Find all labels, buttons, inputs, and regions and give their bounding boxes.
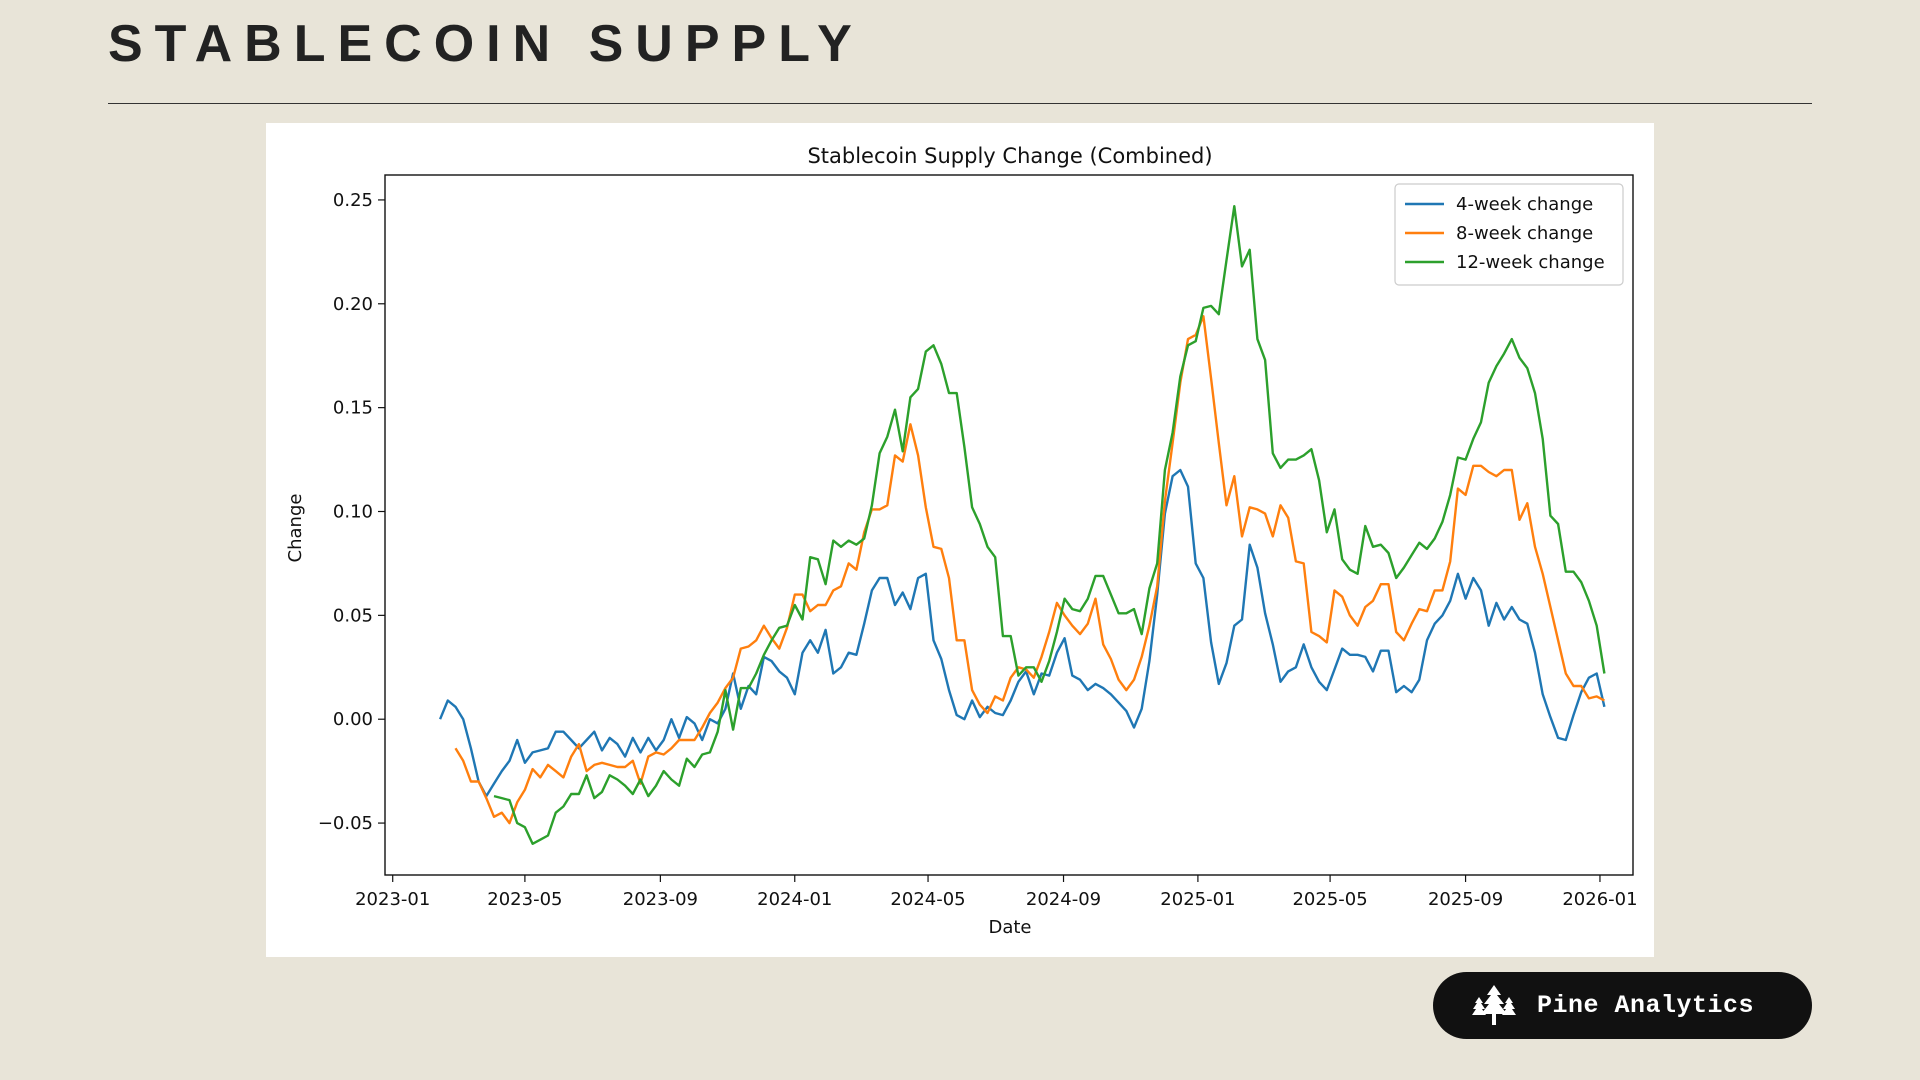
chart-card: Stablecoin Supply Change (Combined) −0.0… [266, 123, 1654, 957]
x-tick-label: 2024-01 [757, 889, 832, 910]
legend-box [1394, 183, 1624, 286]
x-tick-label: 2025-01 [1160, 889, 1235, 910]
brand-name: Pine Analytics [1537, 991, 1755, 1020]
x-tick-label: 2024-05 [890, 889, 965, 910]
series-line-3 [493, 204, 1606, 845]
y-tick-label: −0.05 [318, 813, 373, 834]
title-divider [108, 103, 1812, 104]
x-axis-label: Date [988, 917, 1031, 938]
brand-badge: Pine Analytics [1433, 972, 1812, 1039]
y-tick-label: 0.15 [333, 398, 373, 419]
series-line-1 [438, 468, 1606, 798]
y-tick-label: 0.20 [333, 294, 373, 315]
y-tick-label: 0.10 [333, 501, 373, 522]
chart-title: Stablecoin Supply Change (Combined) [807, 144, 1212, 168]
legend-label-2: 8-week change [1456, 223, 1593, 244]
plot-area: −0.05 0.00 0.05 0.10 0.15 0.20 0.25 2023-01 2023… [318, 174, 1638, 910]
y-tick-label: 0.25 [333, 190, 373, 211]
y-tick-label: 0.05 [333, 605, 373, 626]
line-chart: Stablecoin Supply Change (Combined) −0.0… [285, 144, 1638, 938]
x-tick-label: 2023-01 [355, 889, 430, 910]
x-tick-label: 2024-09 [1026, 889, 1101, 910]
x-tick-label: 2023-05 [487, 889, 562, 910]
page-title: STABLECOIN SUPPLY [108, 15, 864, 73]
x-tick-label: 2025-05 [1292, 889, 1367, 910]
plot-frame [384, 174, 1634, 876]
y-tick-label: 0.00 [333, 709, 373, 730]
x-tick-label: 2025-09 [1428, 889, 1503, 910]
x-tick-label: 2026-01 [1562, 889, 1637, 910]
legend-label-1: 4-week change [1456, 194, 1593, 215]
y-axis-label: Change [285, 494, 306, 563]
legend-label-3: 12-week change [1456, 252, 1605, 273]
pine-tree-icon [1472, 984, 1516, 1025]
x-tick-label: 2023-09 [623, 889, 698, 910]
series-line-2 [454, 314, 1605, 825]
